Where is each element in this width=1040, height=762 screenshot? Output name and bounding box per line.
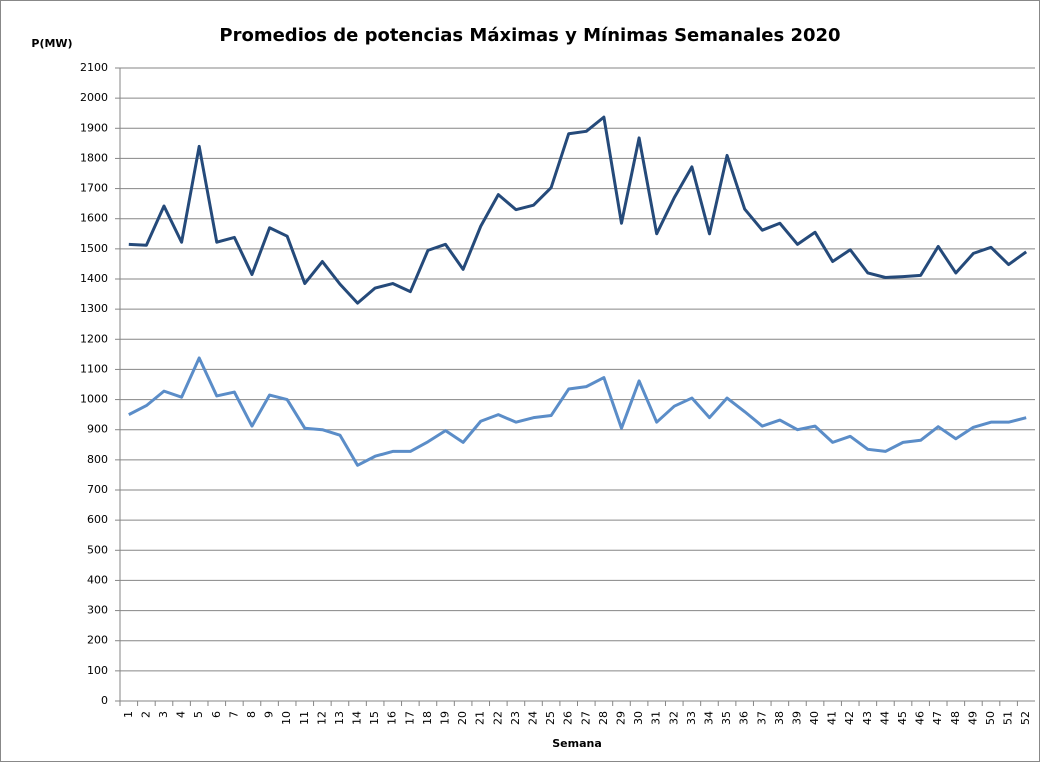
y-tick-label: 800 xyxy=(87,453,108,466)
x-tick-label: 51 xyxy=(1002,711,1015,725)
y-tick-label: 200 xyxy=(87,634,108,647)
x-tick-label: 37 xyxy=(755,711,768,725)
x-tick-label: 30 xyxy=(632,711,645,725)
y-tick-label: 1700 xyxy=(80,182,108,195)
x-tick-label: 45 xyxy=(896,711,909,725)
y-tick-label: 1900 xyxy=(80,121,108,134)
y-tick-label: 2100 xyxy=(80,61,108,74)
line-series xyxy=(128,356,1027,467)
x-tick-label: 20 xyxy=(456,711,469,725)
x-tick-label: 34 xyxy=(702,711,715,725)
x-tick-label: 2 xyxy=(139,711,152,718)
x-tick-label: 23 xyxy=(509,711,522,725)
x-tick-label: 38 xyxy=(773,711,786,725)
x-axis-title: Semana xyxy=(552,737,602,750)
x-tick-label: 36 xyxy=(738,711,751,725)
y-tick-label: 900 xyxy=(87,423,108,436)
y-tick-label: 300 xyxy=(87,604,108,617)
x-tick-label: 12 xyxy=(315,711,328,725)
x-tick-label: 40 xyxy=(808,711,821,725)
x-tick-label: 5 xyxy=(192,711,205,718)
x-tick-label: 6 xyxy=(210,711,223,718)
x-tick-label: 13 xyxy=(333,711,346,725)
x-tick-label: 11 xyxy=(298,711,311,725)
x-tick-label: 3 xyxy=(157,711,170,718)
x-tick-label: 9 xyxy=(263,711,276,718)
x-tick-label: 47 xyxy=(931,711,944,725)
y-tick-label: 1500 xyxy=(80,242,108,255)
x-tick-label: 48 xyxy=(949,711,962,725)
x-tick-label: 28 xyxy=(597,711,610,725)
x-tick-label: 43 xyxy=(861,711,874,725)
x-tick-label: 33 xyxy=(685,711,698,725)
y-tick-label: 2000 xyxy=(80,91,108,104)
x-tick-label: 7 xyxy=(227,711,240,718)
x-tick-label: 46 xyxy=(914,711,927,725)
chart-title: Promedios de potencias Máximas y Mínimas… xyxy=(219,25,840,46)
x-tick-label: 44 xyxy=(878,711,891,725)
y-tick-label: 1000 xyxy=(80,393,108,406)
y-tick-label: 1600 xyxy=(80,212,108,225)
y-tick-label: 0 xyxy=(101,694,108,707)
x-tick-label: 17 xyxy=(403,711,416,725)
x-tick-label: 31 xyxy=(650,711,663,725)
x-tick-label: 41 xyxy=(826,711,839,725)
y-tick-label: 100 xyxy=(87,664,108,677)
y-tick-label: 1800 xyxy=(80,151,108,164)
x-tick-label: 29 xyxy=(614,711,627,725)
x-tick-label: 10 xyxy=(280,711,293,725)
x-tick-label: 22 xyxy=(491,711,504,725)
y-tick-label: 1100 xyxy=(80,362,108,375)
x-tick-label: 4 xyxy=(175,711,188,718)
x-tick-label: 25 xyxy=(544,711,557,725)
x-tick-label: 26 xyxy=(562,711,575,725)
x-tick-label: 15 xyxy=(368,711,381,725)
y-tick-label: 1300 xyxy=(80,302,108,315)
x-tick-label: 32 xyxy=(667,711,680,725)
x-tick-label: 50 xyxy=(984,711,997,725)
x-tick-label: 35 xyxy=(720,711,733,725)
y-tick-label: 400 xyxy=(87,573,108,586)
x-tick-label: 1 xyxy=(122,711,135,718)
x-tick-label: 39 xyxy=(790,711,803,725)
x-tick-label: 24 xyxy=(527,711,540,725)
x-tick-label: 21 xyxy=(474,711,487,725)
x-tick-label: 49 xyxy=(966,711,979,725)
y-tick-label: 1200 xyxy=(80,332,108,345)
x-tick-label: 8 xyxy=(245,711,258,718)
line-series xyxy=(128,115,1028,305)
x-tick-label: 18 xyxy=(421,711,434,725)
y-tick-label: 600 xyxy=(87,513,108,526)
y-tick-label: 700 xyxy=(87,483,108,496)
y-tick-label: 1400 xyxy=(80,272,108,285)
y-axis-title: P(MW) xyxy=(31,37,72,50)
x-tick-label: 42 xyxy=(843,711,856,725)
x-tick-label: 27 xyxy=(579,711,592,725)
x-tick-label: 16 xyxy=(386,711,399,725)
y-tick-label: 500 xyxy=(87,543,108,556)
x-tick-label: 19 xyxy=(439,711,452,725)
x-tick-label: 52 xyxy=(1019,711,1032,725)
x-tick-label: 14 xyxy=(351,711,364,725)
